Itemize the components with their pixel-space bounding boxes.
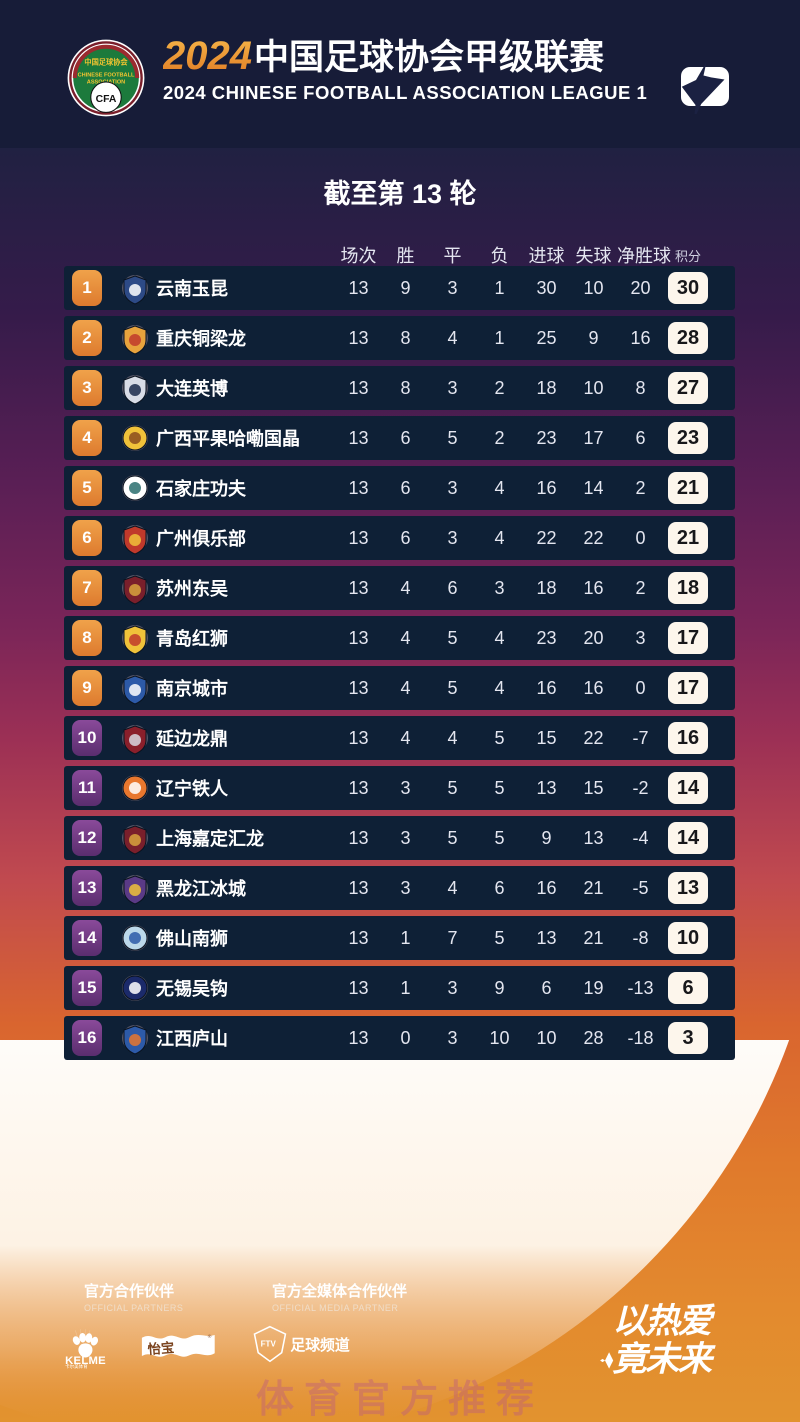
svg-text:中国足球协会: 中国足球协会 <box>84 57 128 66</box>
svg-text:以热爱: 以热爱 <box>612 1303 715 1341</box>
svg-text:CHINESE FOOTBALL: CHINESE FOOTBALL <box>78 72 135 78</box>
svg-text:怡宝: 怡宝 <box>147 1339 175 1357</box>
svg-text:®: ® <box>208 1333 212 1340</box>
svg-text:CFA: CFA <box>96 94 117 105</box>
svg-text:足球频道: 足球频道 <box>290 1336 350 1354</box>
svg-text:FTV: FTV <box>261 1339 277 1348</box>
